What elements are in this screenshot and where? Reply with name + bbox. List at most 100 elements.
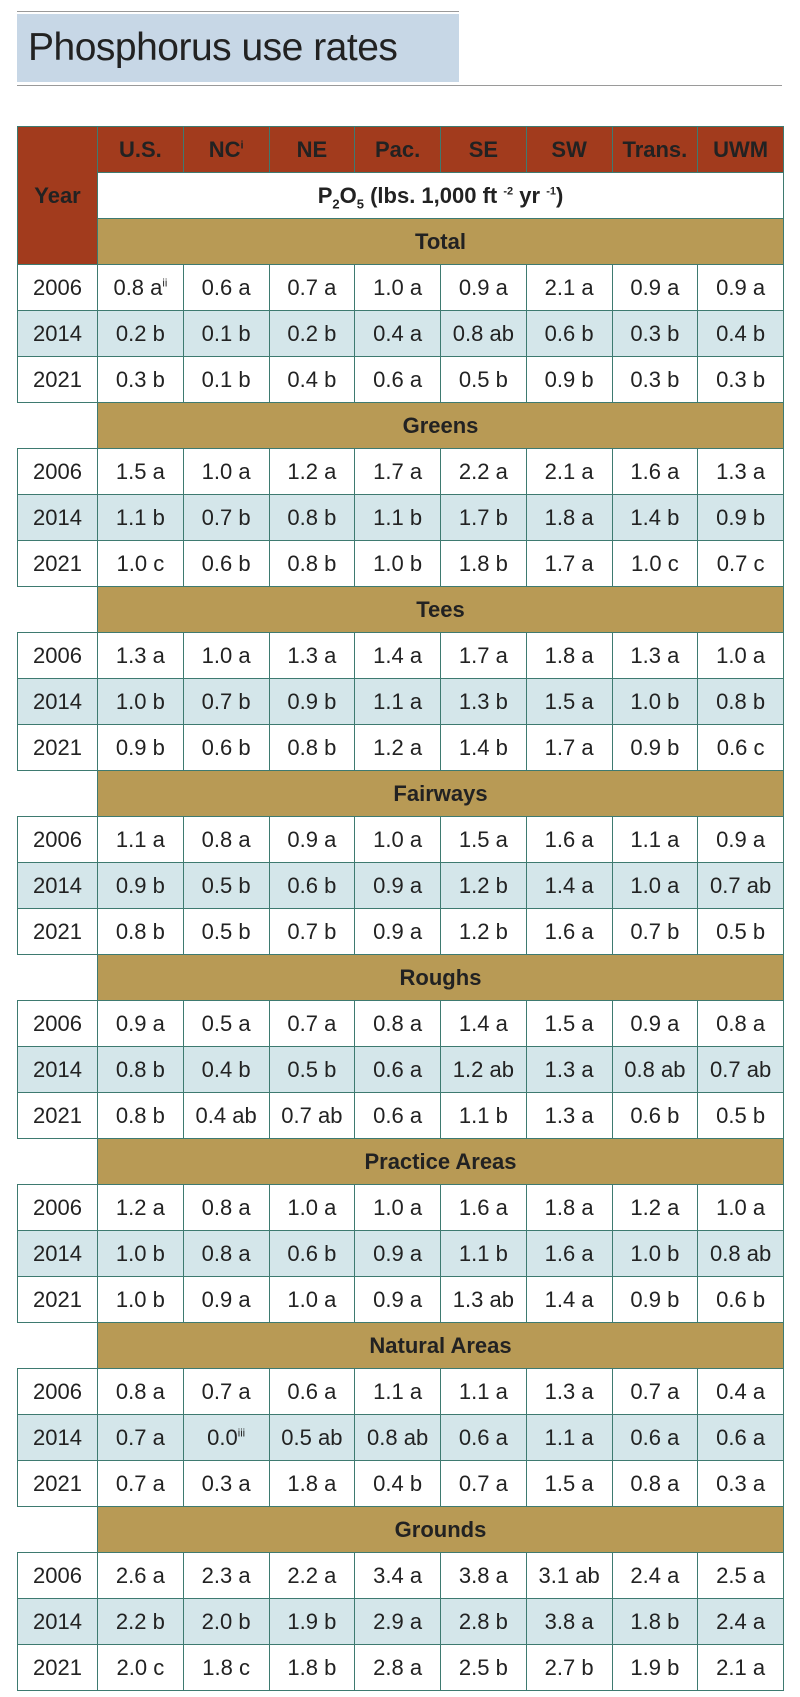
value-text: 0.2 b: [115, 320, 165, 346]
value-text: 1.8 a: [544, 642, 594, 668]
table-row: 2014 1.1 b 0.7 b 0.8 b 1.1 b 1.7 b 1.8 a 1.4 b 0…: [17, 494, 784, 541]
value-cell: 0.6 a: [697, 1414, 784, 1461]
value-cell: 0.9 a: [697, 816, 784, 863]
value-cell: 1.1 a: [525, 1414, 613, 1461]
value-cell: 1.0 a: [354, 264, 441, 311]
value-text: 0.7 b: [201, 504, 251, 530]
value-cell: 0.4 b: [697, 310, 784, 357]
value-cell: 1.0 c: [97, 540, 184, 587]
section-header-row: Greens: [17, 402, 784, 449]
year-cell: 2014: [17, 862, 98, 909]
section-title: Greens: [97, 402, 784, 449]
value-cell: 0.5 a: [182, 1000, 270, 1047]
value-cell: 0.8 a: [182, 1230, 270, 1277]
value-cell: 2.2 a: [268, 1552, 356, 1599]
year-cell: 2021: [17, 724, 98, 771]
value-text: 1.4 b: [458, 734, 508, 760]
spacer-cell: [17, 586, 98, 633]
value-cell: 1.5 a: [525, 678, 613, 725]
value-cell: 2.4 a: [697, 1598, 784, 1645]
value-cell: 0.7 a: [97, 1414, 184, 1461]
value-cell: 3.8 a: [440, 1552, 527, 1599]
value-cell: 0.6 b: [182, 724, 270, 771]
value-cell: 1.3 a: [697, 448, 784, 495]
value-cell: 0.7 a: [182, 1368, 270, 1415]
value-cell: 1.1 a: [97, 816, 184, 863]
spacer-cell: [17, 954, 98, 1001]
value-cell: 1.1 b: [354, 494, 441, 541]
value-cell: 0.3 b: [97, 356, 184, 403]
value-cell: 1.4 a: [525, 862, 613, 909]
value-text: 0.5 b: [201, 918, 251, 944]
value-text: 1.3 a: [287, 642, 337, 668]
value-text: 1.0 a: [201, 642, 251, 668]
value-text: 2.0 c: [116, 1654, 165, 1680]
value-text: 0.9 a: [201, 1286, 251, 1312]
value-cell: 0.4 a: [697, 1368, 784, 1415]
value-cell: 0.6 a: [354, 1046, 441, 1093]
table-row: 2014 1.0 b 0.8 a 0.6 b 0.9 a 1.1 b 1.6 a 1.0 b 0…: [17, 1230, 784, 1277]
value-text: 2.3 a: [201, 1562, 251, 1588]
year-cell: 2006: [17, 1184, 98, 1231]
phosphorus-table: Year U.S. NCi NE Pac. SE SW Trans. UWM P…: [17, 126, 784, 1691]
value-cell: 0.7 ab: [697, 862, 784, 909]
value-cell: 2.9 a: [354, 1598, 441, 1645]
value-text: 1.1 b: [458, 1240, 508, 1266]
value-text: 0.7 ab: [710, 1056, 772, 1082]
value-cell: 0.3 a: [182, 1460, 270, 1507]
value-text: 2.1 a: [544, 458, 594, 484]
value-cell: 1.3 ab: [440, 1276, 527, 1323]
value-text: 0.3 a: [716, 1470, 766, 1496]
value-text: 1.6 a: [544, 826, 594, 852]
value-cell: 0.6 a: [440, 1414, 527, 1461]
value-text: 0.6 b: [630, 1102, 680, 1128]
spacer-cell: [17, 1138, 98, 1185]
value-text: 1.4 a: [458, 1010, 508, 1036]
section-header-row: Practice Areas: [17, 1138, 784, 1185]
region-header-trans: Trans.: [611, 126, 699, 173]
year-cell: 2014: [17, 1414, 98, 1461]
value-text: 1.3 a: [115, 642, 165, 668]
table-row: 2006 0.8 aii 0.6 a 0.7 a 1.0 a 0.9 a 2.1 a 0.9 …: [17, 264, 784, 311]
value-cell: 1.0 c: [611, 540, 699, 587]
value-text: 0.8 b: [716, 688, 766, 714]
value-cell: 0.2 b: [97, 310, 184, 357]
value-cell: 0.4 b: [268, 356, 356, 403]
value-text: 0.8 ab: [452, 320, 514, 346]
value-cell: 1.1 b: [440, 1230, 527, 1277]
value-text: 1.0 a: [373, 274, 423, 300]
value-text: 0.7 a: [287, 1010, 337, 1036]
value-text: 0.9 a: [373, 1286, 423, 1312]
value-text: 1.1 b: [115, 504, 165, 530]
value-cell: 0.7 a: [97, 1460, 184, 1507]
table-row: 2021 0.3 b 0.1 b 0.4 b 0.6 a 0.5 b 0.9 b 0.3 b 0…: [17, 356, 784, 403]
value-cell: 1.9 b: [611, 1644, 699, 1691]
value-text: 1.3 b: [458, 688, 508, 714]
value-cell: 1.0 b: [611, 1230, 699, 1277]
value-cell: 1.0 b: [611, 678, 699, 725]
value-text: 1.1 b: [373, 504, 423, 530]
value-text: 2.1 a: [716, 1654, 766, 1680]
value-text: 1.4 a: [373, 642, 423, 668]
value-text: 2.8 b: [458, 1608, 508, 1634]
value-text: 0.8 a: [716, 1010, 766, 1036]
value-text: 0.9 a: [287, 826, 337, 852]
value-cell: 0.8 b: [697, 678, 784, 725]
value-text: 0.7 c: [716, 550, 765, 576]
value-text: 0.4 a: [716, 1378, 766, 1404]
value-text: 2.4 a: [630, 1562, 680, 1588]
section-title: Grounds: [97, 1506, 784, 1553]
value-cell: 1.3 a: [525, 1092, 613, 1139]
value-text: 1.2 a: [373, 734, 423, 760]
value-cell: 0.8 a: [97, 1368, 184, 1415]
value-text: 0.6 b: [716, 1286, 766, 1312]
value-text: 0.8 b: [115, 1056, 165, 1082]
year-cell: 2006: [17, 1552, 98, 1599]
value-text: 1.6 a: [544, 918, 594, 944]
value-text: 0.9 b: [287, 688, 337, 714]
value-cell: 0.9 a: [697, 264, 784, 311]
value-text: 0.7 a: [201, 1378, 251, 1404]
value-text: 0.9 b: [630, 1286, 680, 1312]
spacer-cell: [17, 1322, 98, 1369]
value-cell: 1.8 a: [268, 1460, 356, 1507]
